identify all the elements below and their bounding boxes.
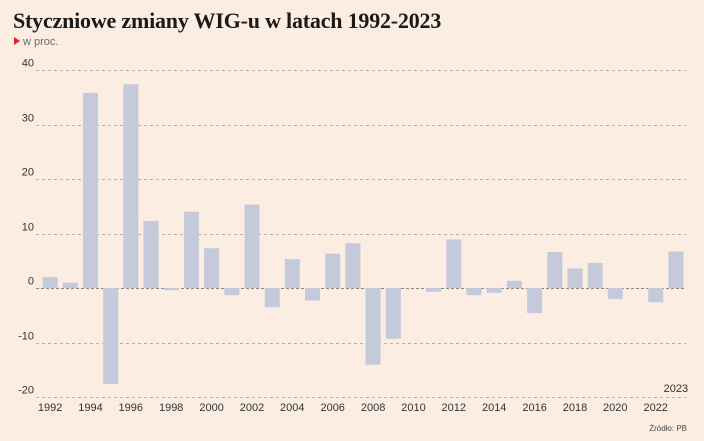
x-tick-label: 1994 — [78, 402, 102, 414]
x-tick-label: 2004 — [280, 402, 304, 414]
bar-1999 — [183, 211, 199, 288]
bar-1998 — [163, 288, 179, 291]
bar-2011 — [426, 288, 442, 292]
bar-1994 — [83, 92, 98, 289]
bar-2007 — [345, 243, 361, 288]
x-tick-label: 2018 — [563, 402, 587, 414]
x-tick-label: 2010 — [401, 402, 425, 414]
bar-1997 — [143, 221, 159, 288]
bar-2009 — [385, 288, 401, 339]
bars — [42, 84, 684, 384]
bar-2004 — [284, 259, 300, 288]
x-tick-label: 2020 — [603, 402, 627, 414]
bar-2016 — [527, 288, 543, 314]
bar-2002 — [244, 204, 260, 288]
x-tick-label: 2000 — [199, 402, 223, 414]
x-tick-label: 2016 — [522, 402, 546, 414]
y-tick-label: 30 — [22, 113, 34, 125]
x-tick-label: 1998 — [159, 402, 183, 414]
bar-2019 — [587, 262, 603, 288]
bar-2000 — [204, 248, 220, 288]
y-tick-label: 10 — [22, 222, 34, 234]
y-tick-label: 0 — [28, 276, 34, 288]
x-tick-label: 2002 — [240, 402, 264, 414]
unit-label: w proc. — [23, 36, 59, 48]
bar-2014 — [486, 288, 502, 293]
grid-lines — [36, 70, 686, 398]
bar-2017 — [547, 252, 563, 288]
bar-1996 — [123, 84, 139, 288]
bar-1992 — [42, 277, 58, 288]
x-axis-labels: 1992 1994 1996 1998 2000 2002 2004 2006 2008 2010… — [38, 402, 668, 414]
y-axis-labels: 40 30 20 10 0 -10 -20 — [18, 58, 34, 397]
x-tick-label: 2006 — [320, 402, 344, 414]
x-tick-label: 2012 — [442, 402, 466, 414]
y-tick-label: -10 — [18, 331, 34, 343]
bar-2013 — [466, 288, 482, 296]
y-tick-label: 20 — [22, 167, 34, 179]
x-tick-label: 2014 — [482, 402, 506, 414]
chart-subtitle: w proc. — [14, 36, 58, 49]
x-tick-label: 1996 — [119, 402, 143, 414]
y-tick-label: 40 — [22, 58, 34, 70]
x-tick-label: 2022 — [643, 402, 667, 414]
bar-1995 — [103, 288, 119, 384]
bar-2018 — [567, 268, 583, 288]
bar-2015 — [506, 280, 522, 288]
bar-2003 — [264, 288, 280, 308]
bar-2020 — [607, 288, 623, 299]
triangle-marker-icon — [14, 37, 20, 45]
source-note: Źródło: PB — [649, 424, 687, 433]
annotations: 2023 — [664, 383, 688, 395]
bar-2012 — [446, 239, 462, 288]
annotation-label: 2023 — [664, 383, 688, 395]
bar-2005 — [305, 288, 320, 301]
bar-2022 — [648, 288, 664, 303]
bar-1993 — [62, 282, 78, 288]
bar-2008 — [365, 288, 381, 365]
x-tick-label: 2008 — [361, 402, 385, 414]
chart-title: Styczniowe zmiany WIG-u w latach 1992-20… — [13, 8, 442, 33]
x-tick-label: 1992 — [38, 402, 62, 414]
bar-2001 — [224, 288, 240, 296]
y-tick-label: -20 — [18, 385, 34, 397]
bar-2006 — [325, 253, 341, 288]
bar-2023 — [668, 251, 684, 288]
